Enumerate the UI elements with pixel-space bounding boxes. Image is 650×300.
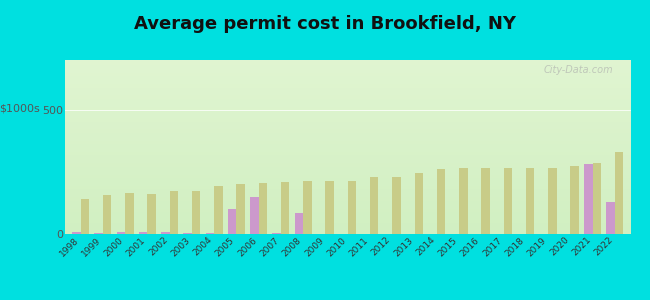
Bar (294, 213, 303, 234)
Bar (103, 196, 111, 234)
Bar (615, 152, 623, 234)
Bar (237, 184, 245, 234)
Bar (205, 233, 214, 234)
Y-axis label: $1000s: $1000s (0, 104, 40, 114)
Bar (393, 177, 401, 234)
Bar (125, 193, 133, 234)
Bar (593, 163, 601, 234)
Text: Average permit cost in Brookfield, NY: Average permit cost in Brookfield, NY (134, 15, 516, 33)
Bar (81, 199, 89, 234)
Bar (437, 169, 445, 234)
Bar (482, 168, 490, 234)
Bar (571, 166, 579, 234)
Bar (228, 209, 237, 234)
Bar (183, 233, 192, 234)
Bar (415, 173, 423, 234)
Bar (548, 168, 556, 234)
Text: City-Data.com: City-Data.com (544, 65, 614, 75)
Bar (72, 232, 81, 234)
Bar (94, 233, 103, 234)
Bar (192, 190, 200, 234)
Bar (584, 164, 593, 234)
Bar (526, 168, 534, 234)
Bar (170, 190, 178, 234)
Bar (259, 183, 267, 234)
Bar (606, 202, 615, 234)
Bar (348, 181, 356, 234)
Bar (504, 168, 512, 234)
Bar (139, 232, 148, 234)
Bar (148, 194, 156, 234)
Bar (303, 181, 312, 234)
Bar (326, 181, 334, 234)
Bar (250, 197, 259, 234)
Bar (272, 233, 281, 234)
Bar (116, 232, 125, 234)
Bar (214, 185, 223, 234)
Bar (161, 232, 170, 234)
Bar (370, 177, 378, 234)
Bar (281, 182, 289, 234)
Bar (459, 168, 467, 234)
